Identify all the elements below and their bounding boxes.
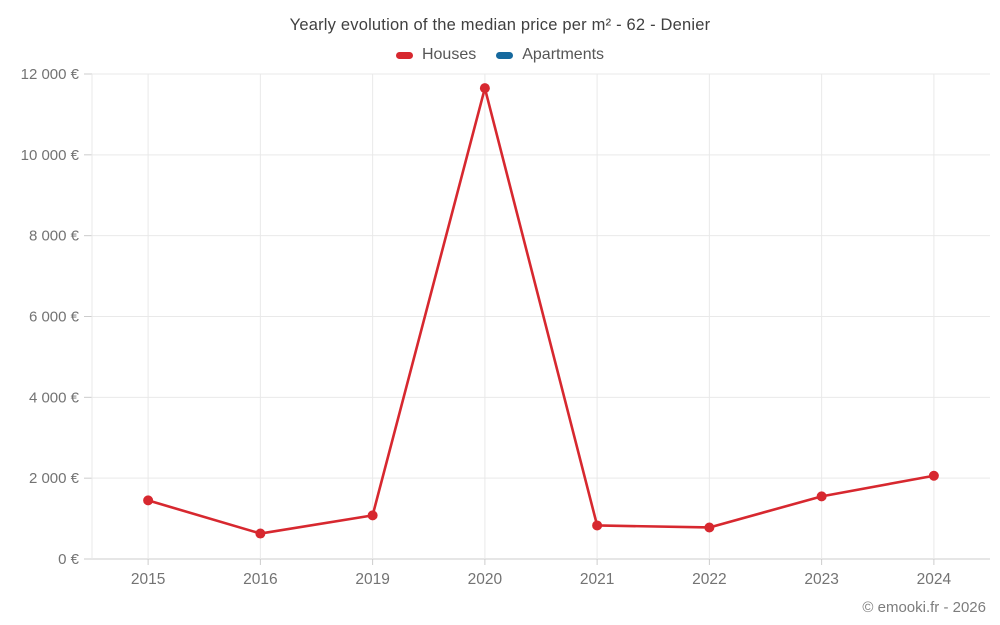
houses-data-point-2024[interactable] [928, 470, 939, 481]
houses-data-point-2022[interactable] [704, 522, 715, 533]
legend: Houses Apartments [0, 46, 1000, 64]
legend-item-apartments[interactable]: Apartments [496, 46, 604, 64]
x-tick-label: 2021 [580, 571, 614, 588]
houses-data-point-2015[interactable] [143, 495, 154, 506]
houses-data-point-2020[interactable] [479, 83, 490, 94]
houses-data-point-2021[interactable] [592, 520, 603, 531]
y-tick-label: 12 000 € [21, 66, 80, 83]
y-tick-label: 2 000 € [29, 470, 80, 487]
x-tick-label: 2024 [917, 571, 952, 588]
y-tick-label: 8 000 € [29, 228, 80, 245]
footer-credit: © emooki.fr - 2026 [862, 599, 986, 616]
x-tick-label: 2016 [243, 571, 277, 588]
legend-label-houses: Houses [421, 46, 477, 63]
y-tick-label: 10 000 € [21, 147, 80, 164]
x-tick-label: 2023 [804, 571, 838, 588]
legend-swatch-apartments [496, 51, 514, 59]
y-tick-label: 6 000 € [29, 309, 80, 326]
x-tick-label: 2022 [692, 571, 726, 588]
x-tick-label: 2015 [131, 571, 165, 588]
legend-label-apartments: Apartments [522, 46, 605, 63]
houses-data-point-2023[interactable] [816, 491, 827, 502]
chart-title: Yearly evolution of the median price per… [289, 16, 711, 34]
legend-item-houses[interactable]: Houses [395, 46, 477, 64]
x-tick-label: 2020 [468, 571, 503, 588]
legend-swatch-houses [395, 51, 413, 59]
houses-data-point-2016[interactable] [255, 528, 266, 539]
y-tick-label: 0 € [58, 551, 80, 568]
houses-data-point-2019[interactable] [367, 510, 378, 521]
houses-series-line [146, 86, 936, 535]
x-tick-label: 2019 [355, 571, 389, 588]
y-tick-label: 4 000 € [29, 389, 80, 406]
